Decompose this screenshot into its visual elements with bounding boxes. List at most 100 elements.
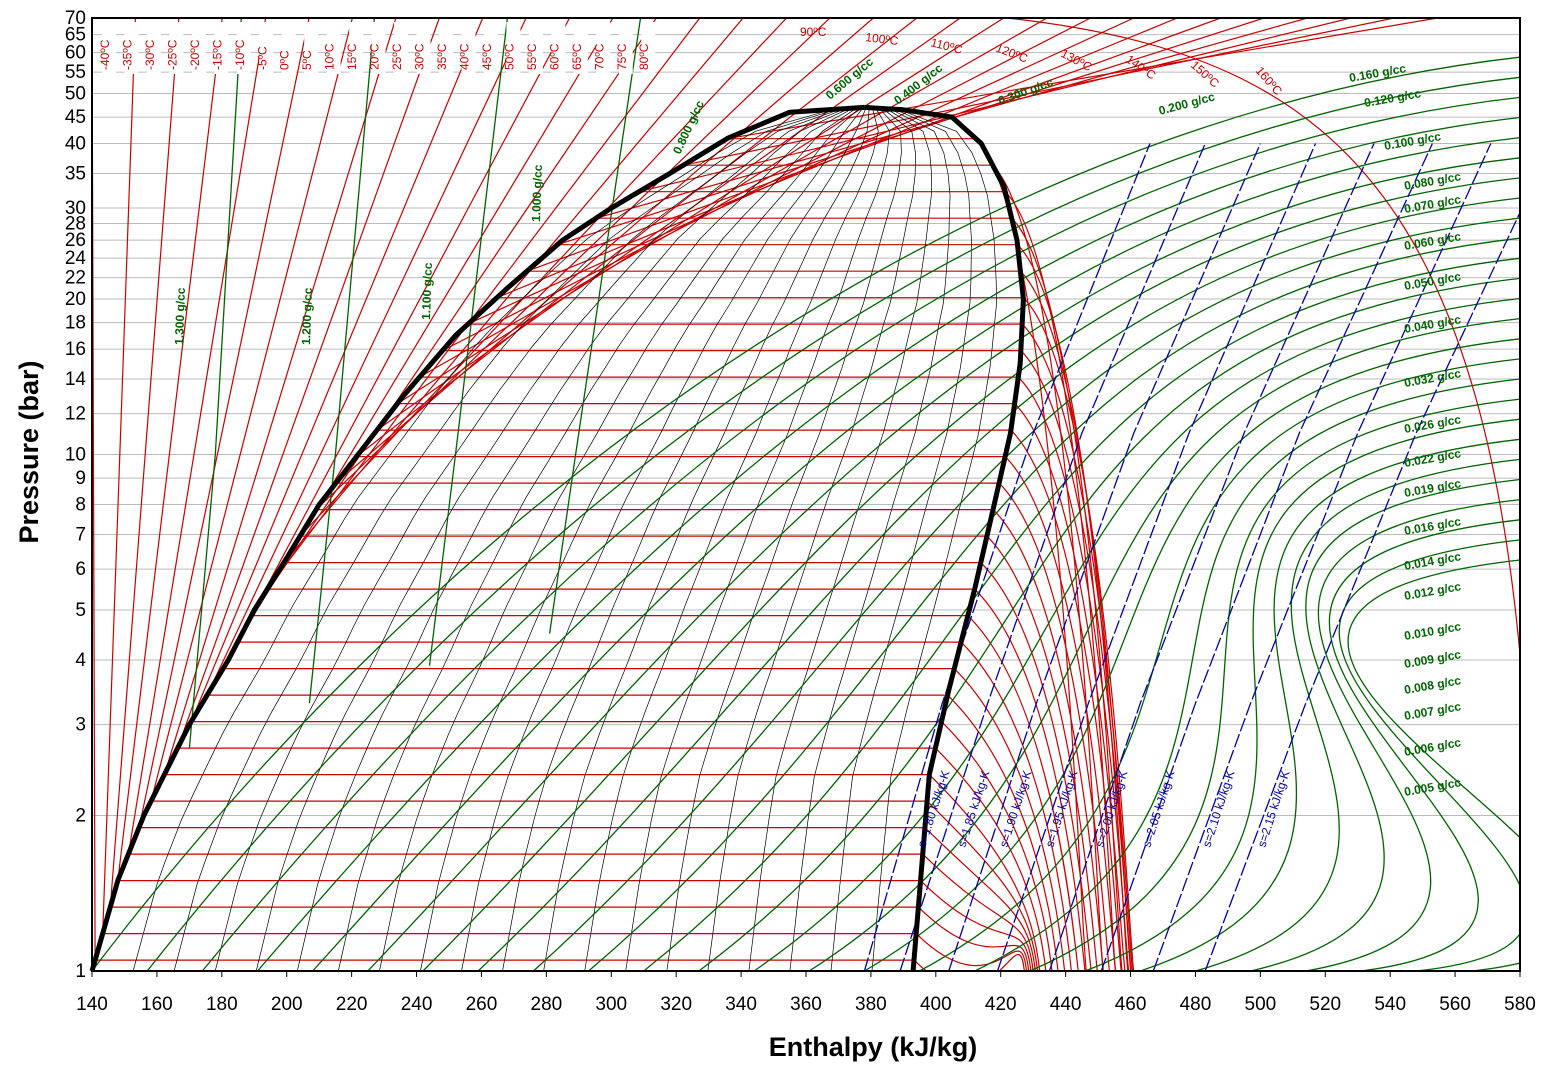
isotherm-line — [236, 18, 1072, 971]
isotherm-label-bg — [236, 22, 251, 74]
y-tick-label: 9 — [75, 468, 86, 489]
isotherm-label-bg — [573, 22, 588, 74]
isochore-label: 1.000 g/cc — [529, 164, 545, 222]
x-tick-label: 340 — [725, 994, 757, 1015]
isochore-line — [1084, 418, 1520, 971]
y-tick-label: 45 — [65, 107, 86, 128]
isotherm-label: 80ºC — [637, 43, 651, 70]
quality-line — [625, 107, 890, 971]
isotherm-line — [595, 18, 1308, 971]
isotherm-label-bg — [483, 22, 498, 74]
x-axis-title: Enthalpy (kJ/kg) — [769, 1032, 978, 1062]
isochore-line — [548, 18, 642, 634]
quality-line — [584, 107, 879, 971]
isotherm-label: -10ºC — [233, 39, 247, 70]
isochore-line — [864, 338, 1520, 971]
isotherm-label-bg — [371, 22, 386, 74]
isotherm-label-bg — [596, 22, 611, 74]
isotherm-label-bg — [551, 22, 566, 74]
y-tick-label: 3 — [75, 715, 86, 736]
isotherm-label-bg — [124, 22, 139, 74]
x-tick-label: 160 — [141, 994, 173, 1015]
y-tick-label: 55 — [65, 62, 86, 83]
y-tick-label: 14 — [65, 369, 87, 390]
isotherm-label: 75ºC — [615, 43, 629, 70]
isotherm-line — [282, 18, 1092, 971]
isentrope-line — [948, 143, 1261, 971]
x-tick-label: 500 — [1245, 994, 1277, 1015]
isotherm-line — [176, 18, 1047, 971]
y-tick-label: 8 — [75, 495, 86, 516]
y-tick-label: 24 — [65, 248, 87, 269]
x-tick-label: 540 — [1374, 994, 1406, 1015]
isotherm-label-bg — [618, 22, 633, 74]
isotherm-label-bg — [394, 22, 409, 74]
isotherm-line — [395, 18, 1126, 971]
isotherm-line — [250, 18, 1079, 971]
isotherm-label-bg — [146, 22, 161, 74]
y-tick-label: 4 — [75, 650, 86, 671]
isochore-label: 1.300 g/cc — [172, 287, 188, 345]
isochore-line — [919, 358, 1520, 971]
isotherm-label-bg — [304, 22, 319, 74]
isotherm-label: 90ºC — [800, 25, 827, 39]
isotherm-label-bg — [169, 22, 184, 74]
isentrope-line — [996, 143, 1317, 971]
isochore-line — [257, 116, 1520, 971]
x-tick-label: 320 — [660, 994, 692, 1015]
isentrope-line — [1048, 143, 1375, 971]
isotherm-label: 25ºC — [390, 43, 404, 70]
isotherm-label: -5ºC — [255, 46, 269, 70]
x-tick-label: 480 — [1180, 994, 1212, 1015]
isochore-line — [367, 157, 1520, 971]
isotherm-label: 35ºC — [435, 43, 449, 70]
isotherm-line — [117, 18, 1032, 971]
isotherm-line — [314, 18, 1104, 971]
isotherm-label: 15ºC — [345, 43, 359, 70]
y-tick-label: 10 — [65, 444, 86, 465]
x-tick-label: 460 — [1115, 994, 1147, 1015]
isochore-line — [1328, 519, 1520, 971]
isotherm-label-bg — [528, 22, 543, 74]
isotherm-label-bg — [641, 22, 656, 74]
isotherm-line — [638, 18, 1351, 971]
isentrope-line — [899, 143, 1206, 971]
isotherm-line — [163, 18, 1041, 971]
isochore-line — [698, 277, 1520, 971]
isotherm-line — [109, 18, 1030, 971]
y-tick-label: 65 — [65, 25, 86, 46]
isotherm-label: 30ºC — [413, 43, 427, 70]
isotherm-line — [206, 18, 1059, 971]
isochore-line — [1305, 498, 1520, 971]
x-tick-label: 200 — [271, 994, 303, 1015]
y-tick-label: 2 — [75, 806, 86, 827]
x-tick-label: 520 — [1309, 994, 1341, 1015]
y-tick-label: 28 — [65, 214, 86, 235]
isotherm-label: 50ºC — [502, 43, 516, 70]
isochore-line — [643, 257, 1520, 971]
isochore-layer — [92, 18, 1520, 971]
x-tick-label: 280 — [531, 994, 563, 1015]
y-tick-label: 5 — [75, 600, 86, 621]
isochore-line — [146, 76, 1520, 971]
x-tick-label: 400 — [920, 994, 952, 1015]
y-tick-label: 1 — [75, 961, 86, 982]
isochore-line — [477, 197, 1520, 971]
isentrope-line — [863, 143, 1151, 971]
isochore-line — [1250, 478, 1520, 971]
isochore-line — [201, 96, 1520, 971]
isotherm-label-bg — [349, 22, 364, 74]
y-tick-label: 26 — [65, 230, 86, 251]
isotherm-label: 100ºC — [865, 30, 900, 48]
y-tick-label: 18 — [65, 313, 86, 334]
isotherm-line — [354, 18, 1117, 971]
isotherm-label: -25ºC — [165, 39, 179, 70]
quality-line — [707, 107, 916, 971]
x-tick-label: 220 — [336, 994, 368, 1015]
y-tick-label: 40 — [65, 134, 86, 155]
y-tick-label: 35 — [65, 163, 86, 184]
x-tick-label: 260 — [466, 994, 498, 1015]
isotherm-label: 40ºC — [457, 43, 471, 70]
quality-line — [864, 107, 997, 971]
